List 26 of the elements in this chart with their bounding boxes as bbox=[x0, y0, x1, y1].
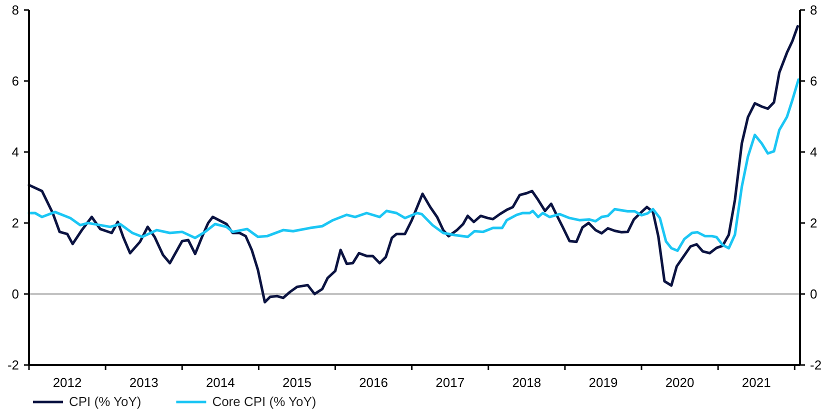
y2-tick-label: 6 bbox=[810, 74, 818, 89]
y2-tick-label: 2 bbox=[810, 216, 818, 231]
y-tick-label: -2 bbox=[7, 358, 19, 373]
x-tick-label: 2013 bbox=[129, 375, 158, 390]
line-series bbox=[28, 25, 800, 304]
y2-tick-label: 0 bbox=[810, 286, 818, 302]
y-tick-label: 0 bbox=[12, 286, 19, 302]
x-tick-label: 2014 bbox=[206, 375, 235, 390]
x-tick-label: 2019 bbox=[588, 375, 618, 390]
y2-tick-label: -2 bbox=[810, 358, 822, 373]
x-tick-label: 2018 bbox=[512, 375, 542, 390]
y2-tick-label: 8 bbox=[810, 2, 818, 18]
y-tick-label: 8 bbox=[12, 2, 19, 18]
x-tick-label: 2015 bbox=[282, 375, 312, 390]
legend-label: CPI (% YoY) bbox=[69, 394, 142, 409]
x-tick-label: 2021 bbox=[742, 375, 771, 390]
y-tick-label: 2 bbox=[12, 216, 19, 231]
line-series bbox=[28, 78, 800, 252]
x-tick-label: 2017 bbox=[436, 375, 465, 390]
legend-label: Core CPI (% YoY) bbox=[212, 394, 316, 409]
x-tick-label: 2012 bbox=[52, 375, 82, 390]
y2-tick-label: 4 bbox=[810, 144, 818, 160]
x-tick-label: 2016 bbox=[359, 375, 388, 390]
y-tick-label: 4 bbox=[12, 144, 19, 160]
x-tick-label: 2020 bbox=[665, 375, 694, 390]
y-tick-label: 6 bbox=[12, 74, 19, 89]
